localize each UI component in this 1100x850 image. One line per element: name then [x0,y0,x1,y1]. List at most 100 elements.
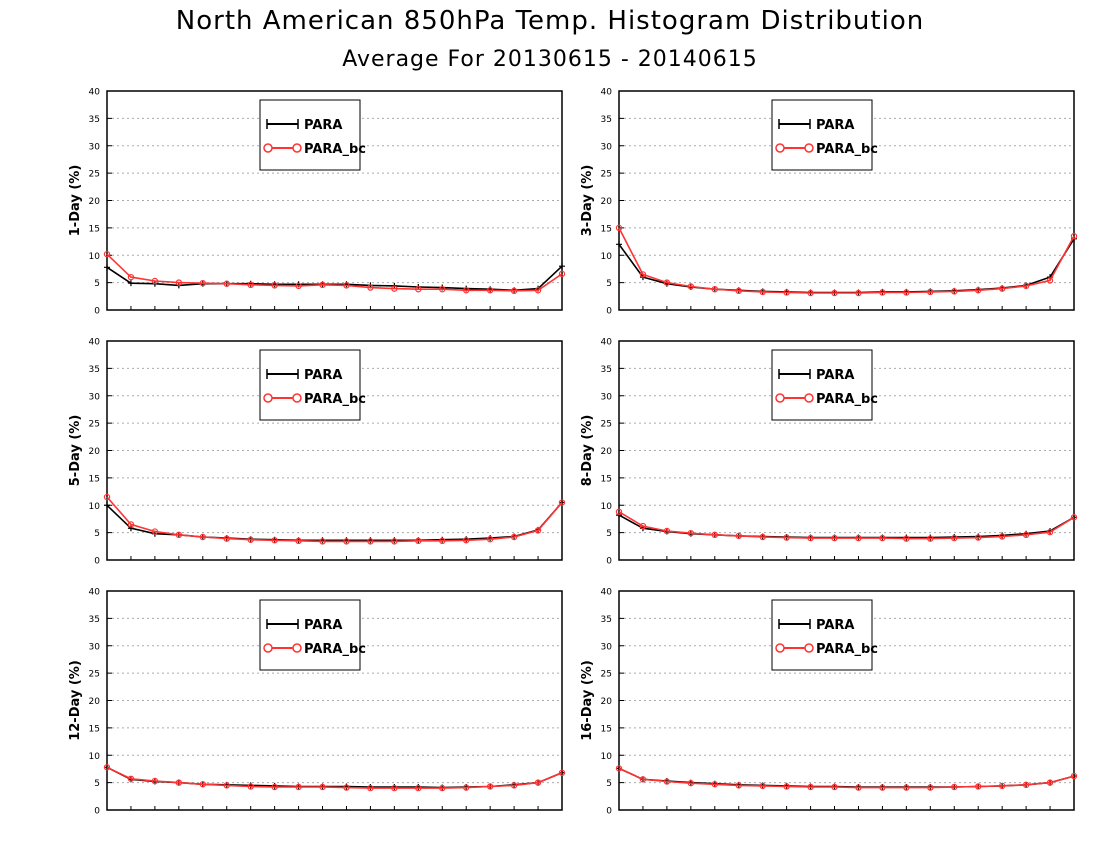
y-tick-label: 35 [601,365,612,375]
data-point [687,529,695,537]
data-point [175,531,183,539]
legend-marker [263,643,273,653]
y-tick-label: 20 [89,197,101,207]
legend-label: PARA [816,368,854,383]
legend-label: PARA_bc [816,392,878,407]
y-axis-label: 12-Day (%) [68,660,83,741]
data-point [127,775,135,782]
data-point [855,289,862,297]
y-tick-label: 30 [601,142,613,152]
y-tick-label: 25 [89,670,100,680]
data-point [783,289,790,296]
y-tick-label: 15 [89,724,100,734]
legend-marker [804,393,814,403]
data-point [903,535,910,542]
y-tick-label: 35 [89,365,100,375]
y-tick-label: 30 [89,392,101,402]
y-tick-label: 0 [94,807,100,817]
panel-1: 0 5 10 15 20 25 30 35 40 1-Day (%) PARA PARA_bc [68,88,566,317]
panel-6: 0 5 10 15 20 25 30 35 40 16-Day (%) PARA PARA_bc [580,588,1078,817]
legend-marker [266,619,299,629]
data-point [319,281,326,289]
y-tick-label: 25 [601,170,612,180]
data-point [151,528,159,535]
data-point [151,777,159,785]
data-point [558,499,566,506]
data-point [510,782,518,789]
legend-label: PARA [304,618,342,633]
y-tick-label: 25 [89,420,100,430]
data-point [295,783,302,791]
data-point [663,527,671,535]
data-point [343,282,350,289]
data-point [415,537,422,545]
data-point [295,282,302,290]
data-point [927,288,934,296]
series-line-para [106,265,563,292]
y-tick-label: 5 [94,529,100,539]
data-point [1022,531,1030,539]
y-tick-label: 35 [601,115,612,125]
legend-marker [292,393,302,403]
data-point [271,537,278,544]
chart-subtitle: Average For 20130615 - 20140615 [342,47,758,72]
data-point [855,784,862,791]
data-point [1070,514,1078,521]
y-tick-label: 0 [94,307,100,317]
data-point [831,783,838,791]
y-tick-label: 5 [606,279,612,289]
series-line-para [618,767,1075,788]
legend-marker [263,393,273,403]
legend-marker [778,369,811,379]
data-point [616,241,622,248]
data-point [975,534,982,541]
data-point [463,784,470,791]
data-point [1070,772,1078,780]
data-point [415,784,422,792]
y-axis-label: 1-Day (%) [68,165,83,237]
legend-marker [292,643,302,653]
data-point [127,280,134,287]
legend: PARA PARA_bc [259,99,366,171]
y-tick-label: 0 [606,557,612,567]
y-tick-label: 20 [601,447,613,457]
data-point [463,287,470,294]
y-tick-label: 20 [601,197,613,207]
data-point [1046,528,1054,536]
data-point [463,537,470,544]
y-tick-label: 20 [89,447,101,457]
data-point [951,534,958,542]
y-tick-label: 5 [606,529,612,539]
y-axis-label: 8-Day (%) [580,415,595,487]
legend-label: PARA_bc [304,642,366,657]
legend-marker [775,143,785,153]
data-point [247,281,254,289]
series-line-para-bc [618,227,1075,294]
y-tick-label: 15 [601,474,612,484]
y-tick-label: 40 [89,88,101,98]
data-point [616,512,622,519]
data-point [735,287,742,295]
y-tick-label: 40 [89,588,101,598]
data-point [879,289,886,296]
y-tick-label: 35 [89,115,100,125]
y-tick-label: 0 [606,307,612,317]
y-tick-label: 40 [601,88,613,98]
data-point [223,782,230,789]
data-point [199,533,206,541]
data-point [783,783,790,790]
data-point [367,284,374,291]
panel-2: 0 5 10 15 20 25 30 35 40 3-Day (%) PARA PARA_bc [580,88,1078,317]
legend-marker [266,369,299,379]
data-point [807,783,814,791]
y-tick-label: 25 [601,670,612,680]
y-tick-label: 5 [606,779,612,789]
data-point [127,273,135,281]
data-point [103,493,111,501]
data-point [319,783,326,791]
data-point [663,279,671,286]
y-tick-label: 5 [94,279,100,289]
data-point [663,778,671,785]
series-line-para [106,766,563,789]
y-tick-label: 20 [601,697,613,707]
